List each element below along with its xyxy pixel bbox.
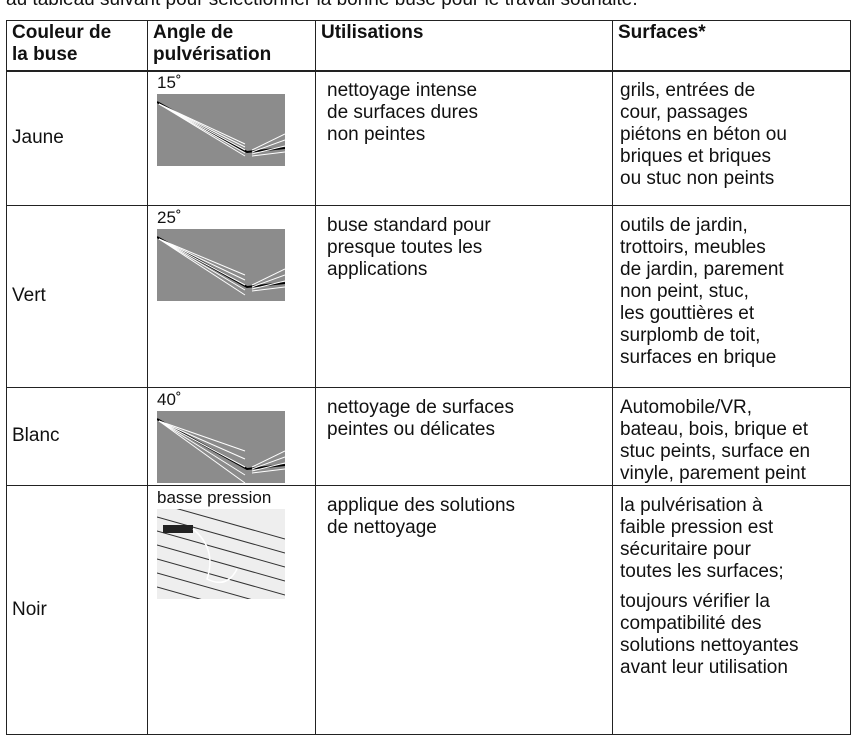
surfaces-line: grils, entrées de [620,80,756,101]
nozzle-illustration [157,509,285,599]
row-border [6,734,851,735]
header-cell: Couleur de [12,22,112,43]
angle-label: 40˚ [157,390,182,409]
angle-label: basse pression [157,488,272,507]
surfaces-line: outils de jardin, [620,215,748,236]
color-cell: Noir [12,598,47,620]
row-border [6,485,851,486]
uses-line: peintes ou délicates [327,419,495,440]
surfaces-line: trottoirs, meubles [620,237,766,258]
surfaces-line: surfaces en brique [620,347,777,368]
header-cell: la buse [12,44,78,65]
surfaces-line: ou stuc non peints [620,168,775,189]
surfaces-line: la pulvérisation à [620,495,763,516]
surfaces-line: sécuritaire pour [620,539,751,560]
intro-text: au tableau suivant pour sélectionner la … [6,0,638,11]
nozzle-illustration [157,411,285,483]
uses-line: de surfaces dures [327,102,479,123]
surfaces-line: bateau, bois, brique et [620,419,809,440]
surfaces-line: toutes les surfaces; [620,561,784,582]
column-border [850,20,851,734]
surfaces-line: vinyle, parement peint [620,463,806,484]
header-cell: Utilisations [321,22,424,43]
column-border [612,20,613,734]
column-border [315,20,316,734]
header-cell: Surfaces* [618,22,706,43]
color-cell: Vert [12,285,46,306]
row-border [6,387,851,388]
nozzle-illustration [157,94,285,166]
row-border [6,70,851,72]
uses-line: applications [327,259,428,280]
surfaces-line: Automobile/VR, [620,397,753,418]
column-border [147,20,148,734]
surfaces-line: surplomb de toit, [620,325,761,346]
uses-line: nettoyage intense [327,80,478,101]
surfaces-line: faible pression est [620,517,774,538]
uses-line: de nettoyage [327,517,437,538]
color-cell: Blanc [12,425,60,446]
row-border [6,20,851,21]
color-cell: Jaune [12,126,64,148]
header-cell: pulvérisation [153,44,272,65]
row-border [6,205,851,206]
surfaces-line: de jardin, parement [620,259,784,280]
uses-line: applique des solutions [327,495,516,516]
surfaces-line: stuc peints, surface en [620,441,811,462]
header-cell: Angle de [153,22,234,43]
angle-label: 15˚ [157,73,182,92]
surfaces-line: toujours vérifier la [620,591,770,612]
angle-label: 25˚ [157,208,182,227]
surfaces-line: briques et briques [620,146,772,167]
surfaces-line: piétons en béton ou [620,124,787,145]
uses-line: nettoyage de surfaces [327,397,514,418]
surfaces-line: compatibilité des [620,613,762,634]
surfaces-line: les gouttières et [620,303,755,324]
uses-line: non peintes [327,124,426,145]
uses-line: presque toutes les [327,237,483,258]
surfaces-line: non peint, stuc, [620,281,749,302]
surfaces-line: cour, passages [620,102,748,123]
nozzle-illustration [157,229,285,301]
column-border [6,20,7,734]
uses-line: buse standard pour [327,215,491,236]
surfaces-line: avant leur utilisation [620,657,788,678]
surfaces-line: solutions nettoyantes [620,635,799,656]
